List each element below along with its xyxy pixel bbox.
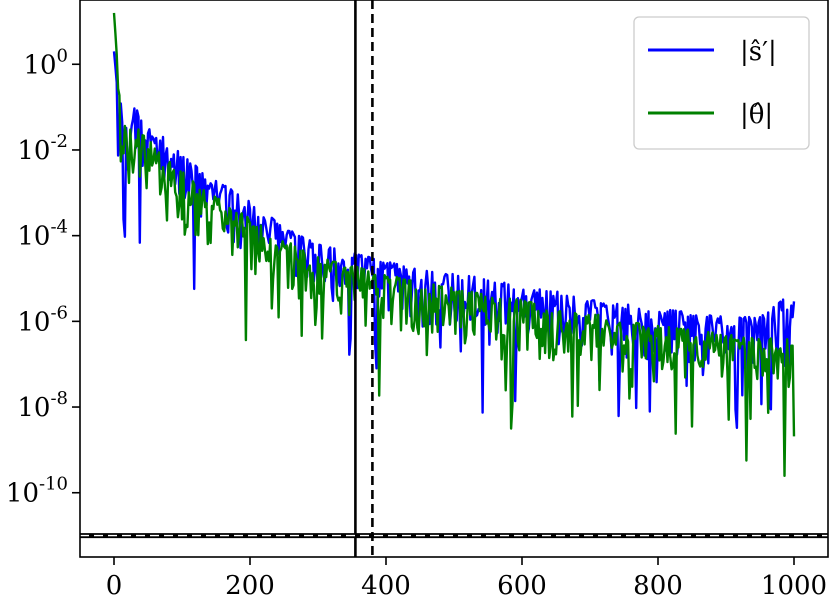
series-line-2 [112, 12, 796, 477]
y-axis-ticks: 100 10-2 10-4 10-6 10-8 10-10 [6, 45, 80, 509]
y-tick-label: 10-2 [17, 131, 68, 166]
reference-lines [80, 0, 828, 557]
y-tick-label: 10-10 [6, 474, 68, 509]
y-tick-label: 100 [23, 45, 68, 80]
x-tick-label: 600 [497, 571, 547, 599]
legend-label-series-2: |θ̂| [740, 100, 773, 130]
x-axis-ticks: 0 200 400 600 800 1000 [106, 557, 827, 599]
x-tick-label: 1000 [761, 571, 827, 599]
legend-box [633, 16, 810, 150]
series-layer [112, 12, 796, 477]
legend-label-series-1: |ŝ′| [740, 37, 777, 67]
x-tick-label: 800 [633, 571, 683, 599]
y-tick-label: 10-8 [17, 388, 68, 423]
x-tick-label: 0 [106, 571, 123, 599]
x-tick-label: 200 [225, 571, 275, 599]
y-tick-label: 10-4 [17, 217, 68, 252]
x-tick-label: 400 [361, 571, 411, 599]
y-tick-label: 10-6 [17, 302, 68, 337]
legend: |ŝ′| |θ̂| [633, 16, 810, 150]
plot-frame [79, 0, 829, 558]
